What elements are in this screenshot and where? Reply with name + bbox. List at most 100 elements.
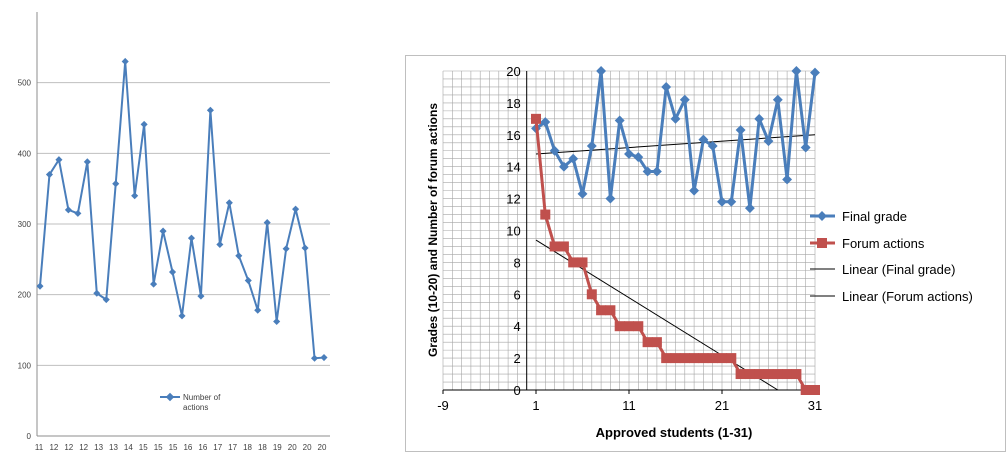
final-grade-point (642, 166, 653, 177)
left-y-tick-label: 200 (18, 291, 32, 300)
left-data-point (292, 205, 300, 213)
left-data-point (310, 354, 319, 362)
final-grade-point (689, 185, 700, 196)
left-x-tick-label: 17 (213, 443, 222, 452)
left-x-tick-label: 15 (169, 443, 178, 452)
left-gridlines (37, 82, 330, 366)
forum-actions-point (586, 289, 597, 300)
forum-actions-point (670, 353, 681, 364)
forum-actions-point (633, 321, 644, 332)
left-data-point (131, 192, 139, 200)
legend-final-grade-label: Final grade (842, 209, 907, 224)
left-data-point (225, 199, 233, 207)
forum-actions-point (772, 369, 783, 380)
left-x-tick-label: 20 (288, 443, 297, 452)
forum-actions-point (531, 113, 541, 124)
forum-actions-point (661, 353, 672, 364)
right-legend: Final grade Forum actions Linear (Final … (810, 209, 973, 304)
forum-actions-point (614, 321, 625, 332)
left-data-point (93, 289, 101, 297)
forum-actions-point (754, 369, 765, 380)
left-data-point (159, 227, 167, 235)
right-x-tick-label: -9 (437, 398, 449, 413)
right-y-tick-label: 4 (513, 319, 520, 334)
legend-forum-actions-marker (817, 238, 827, 248)
right-y-tick-labels: 0 2 4 6 8 10 12 14 16 18 20 (506, 64, 520, 398)
left-x-tick-label: 11 (35, 443, 44, 452)
right-y-tick-label: 10 (506, 224, 520, 239)
left-data-point (235, 252, 243, 260)
forum-actions-point (577, 257, 588, 268)
final-grade-point (651, 166, 662, 177)
final-grade-point (558, 161, 569, 172)
forum-actions-point (698, 353, 709, 364)
right-y-tick-label: 8 (513, 255, 520, 270)
left-x-tick-label: 20 (303, 443, 312, 452)
left-data-point (74, 209, 82, 217)
left-data-point (254, 306, 262, 314)
final-grade-point (810, 67, 820, 78)
forum-actions-point (596, 305, 607, 316)
legend-item-final-grade: Final grade (810, 209, 907, 224)
final-grade-point (707, 141, 718, 151)
left-data-point (216, 240, 224, 249)
left-data-point (102, 296, 110, 304)
right-y-tick-label: 16 (506, 128, 520, 143)
legend-final-grade-marker (817, 211, 827, 221)
legend-linear-forum-actions-label: Linear (Forum actions) (842, 289, 973, 304)
left-x-tick-label: 12 (64, 443, 73, 452)
left-legend: Number of actions (160, 392, 221, 412)
left-legend-label-line2: actions (183, 403, 208, 412)
left-data-point (320, 354, 328, 362)
forum-actions-point (707, 353, 718, 364)
left-y-tick-label: 0 (27, 432, 32, 441)
left-x-tick-label: 16 (183, 443, 192, 452)
right-y-axis-title: Grades (10-20) and Number of forum actio… (426, 103, 440, 357)
forum-actions-point (717, 353, 727, 364)
forum-actions-point (558, 241, 569, 252)
left-x-tick-label: 16 (198, 443, 207, 452)
left-y-tick-label: 300 (18, 220, 32, 229)
left-data-point (187, 234, 196, 242)
forum-actions-point (744, 369, 755, 380)
left-data-point (273, 317, 281, 326)
final-grade-point (726, 196, 737, 207)
final-grade-point (670, 113, 681, 124)
left-data-point (168, 268, 177, 276)
left-data-point (64, 206, 72, 214)
forum-actions-point (782, 369, 793, 380)
final-grade-point (549, 145, 560, 156)
left-y-tick-label: 400 (18, 149, 32, 158)
left-x-tick-label: 14 (124, 443, 133, 452)
final-grade-point (577, 188, 588, 199)
forum-actions-point (642, 337, 653, 348)
left-x-tick-label: 12 (79, 443, 88, 452)
final-grade-point (800, 142, 811, 153)
right-y-tick-label: 2 (513, 351, 520, 366)
left-data-point (206, 106, 214, 114)
left-x-tick-label: 18 (258, 443, 267, 452)
final-grade-point (624, 148, 634, 159)
right-x-tick-label: 31 (808, 398, 822, 413)
forum-actions-point (791, 369, 802, 380)
right-y-tick-label: 14 (506, 160, 520, 175)
final-grade-point (661, 82, 672, 92)
left-data-point (36, 282, 44, 290)
forum-actions-point (651, 337, 662, 348)
right-x-tick-label: 21 (715, 398, 729, 413)
forum-actions-point (726, 353, 737, 364)
left-series-number-of-actions (36, 57, 328, 362)
left-x-tick-labels: 11 12 12 12 13 13 14 15 15 15 16 16 17 17 18 18 19 20 20 20 (35, 443, 327, 452)
legend-forum-actions-label: Forum actions (842, 236, 925, 251)
right-chart-border (405, 55, 1006, 452)
left-data-point (150, 280, 158, 288)
forum-actions-point (540, 209, 551, 220)
left-x-tick-label: 12 (49, 443, 58, 452)
forum-actions-point (800, 385, 811, 395)
left-y-tick-label: 100 (18, 361, 32, 370)
left-legend-marker (165, 392, 175, 402)
left-y-tick-label: 500 (18, 79, 32, 88)
left-data-point (140, 120, 148, 128)
